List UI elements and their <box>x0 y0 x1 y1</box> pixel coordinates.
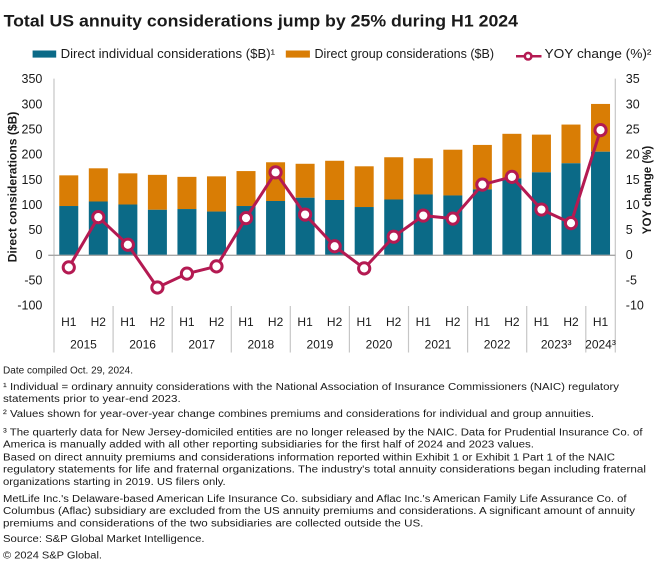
svg-text:200: 200 <box>22 148 43 162</box>
svg-text:2016: 2016 <box>129 338 156 352</box>
svg-text:H1: H1 <box>534 315 550 329</box>
svg-text:0: 0 <box>35 248 42 262</box>
svg-text:150: 150 <box>22 173 43 187</box>
svg-text:regulatory statements for life: regulatory statements for life and frate… <box>3 465 646 476</box>
svg-text:¹ Individual = ordinary annuit: ¹ Individual = ordinary annuity consider… <box>3 382 619 393</box>
svg-text:² Values shown for year-over-y: ² Values shown for year-over-year change… <box>3 409 594 420</box>
svg-text:2018: 2018 <box>247 338 274 352</box>
svg-text:H1: H1 <box>593 315 609 329</box>
svg-text:H2: H2 <box>563 315 579 329</box>
svg-text:³ The quarterly data for New J: ³ The quarterly data for New Jersey-domi… <box>3 427 643 438</box>
svg-text:Columbus (Aflac) subsidiary ar: Columbus (Aflac) subsidiary are excluded… <box>3 506 635 517</box>
svg-text:H1: H1 <box>357 315 373 329</box>
svg-text:100: 100 <box>22 198 43 212</box>
svg-text:America is manually added with: America is manually added with all other… <box>3 440 534 451</box>
svg-text:350: 350 <box>22 72 43 86</box>
svg-text:-50: -50 <box>24 273 42 287</box>
svg-text:organizations starting in 2019: organizations starting in 2019. US filer… <box>3 477 226 488</box>
svg-text:H2: H2 <box>445 315 461 329</box>
svg-text:250: 250 <box>22 123 43 137</box>
svg-text:2015: 2015 <box>70 338 97 352</box>
svg-text:H1: H1 <box>416 315 432 329</box>
svg-text:Direct group considerations ($: Direct group considerations ($B) <box>315 47 495 61</box>
svg-text:30: 30 <box>626 97 640 111</box>
svg-text:H2: H2 <box>327 315 343 329</box>
svg-text:15: 15 <box>626 173 640 187</box>
svg-text:-5: -5 <box>626 273 637 287</box>
svg-text:Date compiled Oct. 29, 2024.: Date compiled Oct. 29, 2024. <box>3 365 133 376</box>
svg-text:H1: H1 <box>179 315 195 329</box>
svg-text:10: 10 <box>626 198 640 212</box>
svg-text:MetLife Inc.'s Delaware-based: MetLife Inc.'s Delaware-based American L… <box>3 494 627 505</box>
svg-text:YOY change (%): YOY change (%) <box>640 146 654 234</box>
svg-text:H2: H2 <box>91 315 107 329</box>
svg-text:35: 35 <box>626 72 640 86</box>
svg-text:H1: H1 <box>61 315 77 329</box>
svg-text:H2: H2 <box>268 315 284 329</box>
svg-text:2022: 2022 <box>484 338 511 352</box>
svg-text:2021: 2021 <box>425 338 452 352</box>
svg-text:0: 0 <box>626 248 633 262</box>
svg-text:H2: H2 <box>504 315 520 329</box>
svg-text:H2: H2 <box>386 315 402 329</box>
svg-text:H1: H1 <box>238 315 254 329</box>
svg-text:2019: 2019 <box>307 338 334 352</box>
svg-text:© 2024 S&P Global.: © 2024 S&P Global. <box>3 551 102 562</box>
svg-text:Source: S&P Global Market Inte: Source: S&P Global Market Intelligence. <box>3 534 205 545</box>
svg-text:20: 20 <box>626 148 640 162</box>
svg-text:Total US annuity consideration: Total US annuity considerations jump by … <box>4 11 519 30</box>
svg-text:5: 5 <box>626 223 633 237</box>
svg-text:-100: -100 <box>17 299 42 313</box>
svg-text:YOY change (%)²: YOY change (%)² <box>545 47 652 61</box>
svg-text:H2: H2 <box>150 315 166 329</box>
svg-text:H1: H1 <box>120 315 136 329</box>
svg-text:2023³: 2023³ <box>541 338 572 352</box>
svg-text:H2: H2 <box>209 315 225 329</box>
svg-text:25: 25 <box>626 123 640 137</box>
svg-text:Direct individual consideratio: Direct individual considerations ($B)¹ <box>61 47 275 61</box>
svg-text:-10: -10 <box>626 299 644 313</box>
svg-text:H1: H1 <box>475 315 491 329</box>
svg-text:Direct considerations ($B): Direct considerations ($B) <box>6 112 20 263</box>
svg-text:Based on direct annuity premiu: Based on direct annuity premiums and con… <box>3 452 615 463</box>
svg-text:premiums and considerations of: premiums and considerations of the two s… <box>3 518 423 529</box>
svg-text:300: 300 <box>22 97 43 111</box>
svg-text:statements prior to year-end 2: statements prior to year-end 2023. <box>3 394 181 405</box>
svg-text:2017: 2017 <box>188 338 215 352</box>
svg-text:2020: 2020 <box>366 338 393 352</box>
svg-text:50: 50 <box>28 223 42 237</box>
svg-text:2024³: 2024³ <box>585 338 616 352</box>
svg-text:H1: H1 <box>297 315 313 329</box>
